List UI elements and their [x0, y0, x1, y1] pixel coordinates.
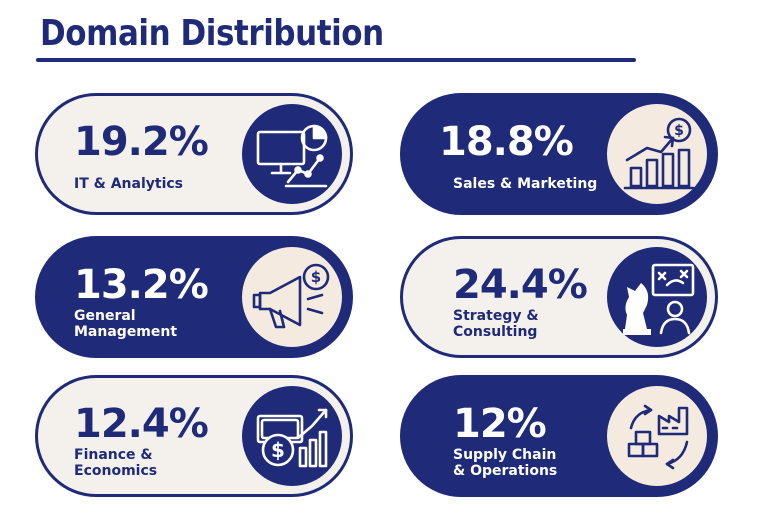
domain-card-supply-chain-operations: 12% Supply Chain & Operations — [400, 375, 718, 497]
domain-label: Finance & Economics — [74, 447, 157, 479]
icon-circle — [607, 386, 707, 486]
domain-label: Sales & Marketing — [453, 176, 597, 192]
domain-label: Supply Chain & Operations — [453, 447, 557, 479]
icon-circle — [607, 247, 707, 347]
supply-chain-factory-icon — [627, 404, 689, 470]
domain-label-line: Management — [74, 324, 178, 340]
domain-label-line: Supply Chain — [453, 447, 557, 463]
computer-analytics-icon — [256, 124, 328, 188]
domain-label-line: IT & Analytics — [74, 176, 184, 192]
growth-chart-dollar-icon: $ — [623, 117, 695, 190]
domain-percent: 13.2% — [74, 262, 209, 308]
svg-text:$: $ — [311, 268, 321, 286]
chess-strategy-icon — [623, 263, 695, 335]
domain-percent: 24.4% — [453, 262, 588, 308]
domain-label-line: & Operations — [453, 463, 558, 479]
domain-card-it-analytics: 19.2% IT & Analytics — [35, 93, 353, 215]
svg-text:$: $ — [271, 438, 285, 462]
domain-label: IT & Analytics — [74, 176, 183, 192]
domain-percent: 19.2% — [74, 119, 209, 165]
domain-label: Strategy & Consulting — [453, 308, 539, 340]
domain-label-line: Consulting — [453, 324, 538, 340]
domain-card-finance-economics: 12.4% Finance & Economics $ — [35, 375, 353, 497]
domain-label-line: Sales & Marketing — [453, 176, 598, 192]
icon-circle — [242, 104, 342, 204]
domain-percent: 18.8% — [439, 119, 574, 165]
domain-label-line: Finance & — [74, 447, 153, 463]
title-underline — [36, 58, 636, 62]
domain-card-sales-marketing: 18.8% Sales & Marketing $ — [400, 93, 718, 215]
finance-cash-chart-icon: $ — [256, 408, 328, 468]
page-title: Domain Distribution — [40, 13, 384, 54]
icon-circle: $ — [242, 386, 342, 486]
domain-label-line: Economics — [74, 463, 158, 479]
domain-label-line: Strategy & — [453, 308, 539, 324]
icon-circle: $ — [242, 247, 342, 347]
domain-label-line: General — [74, 308, 136, 324]
icon-circle: $ — [607, 104, 707, 204]
svg-text:$: $ — [674, 123, 684, 139]
megaphone-dollar-icon: $ — [252, 263, 330, 329]
domain-card-general-management: 13.2% General Management $ — [35, 236, 353, 358]
domain-percent: 12% — [453, 401, 547, 447]
domain-label: General Management — [74, 308, 177, 340]
domain-card-strategy-consulting: 24.4% Strategy & Consulting — [400, 236, 718, 358]
domain-percent: 12.4% — [74, 401, 209, 447]
